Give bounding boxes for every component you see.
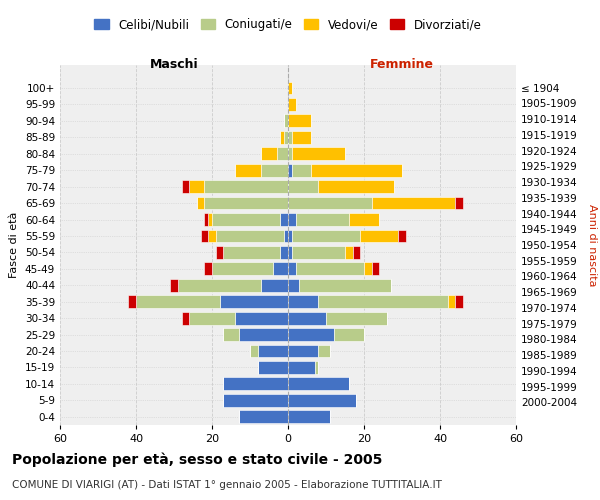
Bar bbox=[284, 131, 288, 143]
Bar bbox=[288, 82, 292, 94]
Bar bbox=[212, 262, 273, 275]
Bar bbox=[208, 213, 212, 226]
Text: COMUNE DI VIARIGI (AT) - Dati ISTAT 1° gennaio 2005 - Elaborazione TUTTITALIA.IT: COMUNE DI VIARIGI (AT) - Dati ISTAT 1° g… bbox=[12, 480, 442, 490]
Bar bbox=[223, 394, 288, 407]
Bar bbox=[288, 131, 292, 143]
Bar bbox=[288, 114, 311, 128]
Bar bbox=[292, 230, 360, 242]
Bar bbox=[284, 114, 288, 128]
Bar bbox=[311, 164, 402, 176]
Bar bbox=[296, 262, 364, 275]
Y-axis label: Fasce di età: Fasce di età bbox=[10, 212, 19, 278]
Bar bbox=[250, 344, 257, 358]
Text: Maschi: Maschi bbox=[149, 58, 199, 71]
Bar bbox=[262, 279, 288, 291]
Bar bbox=[136, 296, 220, 308]
Bar bbox=[448, 296, 455, 308]
Bar bbox=[239, 328, 288, 341]
Bar bbox=[288, 98, 296, 111]
Bar bbox=[205, 180, 288, 193]
Bar bbox=[205, 196, 288, 209]
Bar bbox=[288, 148, 292, 160]
Bar bbox=[288, 180, 319, 193]
Text: Popolazione per età, sesso e stato civile - 2005: Popolazione per età, sesso e stato civil… bbox=[12, 452, 382, 467]
Bar bbox=[314, 361, 319, 374]
Bar bbox=[334, 328, 364, 341]
Bar bbox=[292, 164, 311, 176]
Bar bbox=[257, 344, 288, 358]
Bar bbox=[262, 148, 277, 160]
Bar bbox=[288, 230, 292, 242]
Bar bbox=[182, 180, 189, 193]
Bar bbox=[277, 148, 288, 160]
Bar bbox=[262, 164, 288, 176]
Bar bbox=[280, 246, 288, 259]
Bar bbox=[223, 378, 288, 390]
Legend: Celibi/Nubili, Coniugati/e, Vedovi/e, Divorziati/e: Celibi/Nubili, Coniugati/e, Vedovi/e, Di… bbox=[89, 14, 487, 36]
Bar bbox=[288, 213, 296, 226]
Bar bbox=[349, 213, 379, 226]
Bar bbox=[220, 296, 288, 308]
Bar bbox=[216, 230, 284, 242]
Bar bbox=[216, 246, 223, 259]
Bar bbox=[296, 213, 349, 226]
Bar bbox=[326, 312, 387, 324]
Bar bbox=[288, 378, 349, 390]
Bar bbox=[288, 328, 334, 341]
Bar bbox=[257, 361, 288, 374]
Bar bbox=[299, 279, 391, 291]
Bar bbox=[292, 148, 345, 160]
Bar bbox=[170, 279, 178, 291]
Bar bbox=[197, 196, 205, 209]
Bar bbox=[212, 213, 280, 226]
Bar bbox=[189, 180, 205, 193]
Bar bbox=[239, 410, 288, 423]
Bar bbox=[319, 344, 330, 358]
Bar bbox=[288, 344, 319, 358]
Text: Femmine: Femmine bbox=[370, 58, 434, 71]
Bar bbox=[273, 262, 288, 275]
Bar bbox=[223, 328, 239, 341]
Bar bbox=[200, 230, 208, 242]
Bar bbox=[398, 230, 406, 242]
Bar bbox=[178, 279, 262, 291]
Bar bbox=[223, 246, 280, 259]
Bar bbox=[288, 164, 292, 176]
Bar bbox=[292, 246, 345, 259]
Bar bbox=[189, 312, 235, 324]
Bar bbox=[288, 394, 356, 407]
Bar bbox=[371, 196, 455, 209]
Bar bbox=[182, 312, 189, 324]
Bar bbox=[319, 296, 448, 308]
Bar bbox=[353, 246, 360, 259]
Bar bbox=[288, 246, 292, 259]
Bar bbox=[288, 196, 371, 209]
Bar bbox=[280, 213, 288, 226]
Bar bbox=[288, 410, 330, 423]
Bar bbox=[128, 296, 136, 308]
Bar bbox=[205, 262, 212, 275]
Bar bbox=[288, 262, 296, 275]
Bar bbox=[288, 296, 319, 308]
Bar bbox=[208, 230, 216, 242]
Bar bbox=[280, 131, 284, 143]
Y-axis label: Anni di nascita: Anni di nascita bbox=[587, 204, 597, 286]
Bar bbox=[364, 262, 371, 275]
Bar bbox=[288, 279, 299, 291]
Bar bbox=[288, 312, 326, 324]
Bar bbox=[319, 180, 394, 193]
Bar bbox=[205, 213, 208, 226]
Bar bbox=[345, 246, 353, 259]
Bar bbox=[292, 131, 311, 143]
Bar bbox=[235, 164, 262, 176]
Bar bbox=[235, 312, 288, 324]
Bar bbox=[360, 230, 398, 242]
Bar bbox=[288, 361, 314, 374]
Bar bbox=[371, 262, 379, 275]
Bar bbox=[455, 296, 463, 308]
Bar bbox=[284, 230, 288, 242]
Bar bbox=[455, 196, 463, 209]
